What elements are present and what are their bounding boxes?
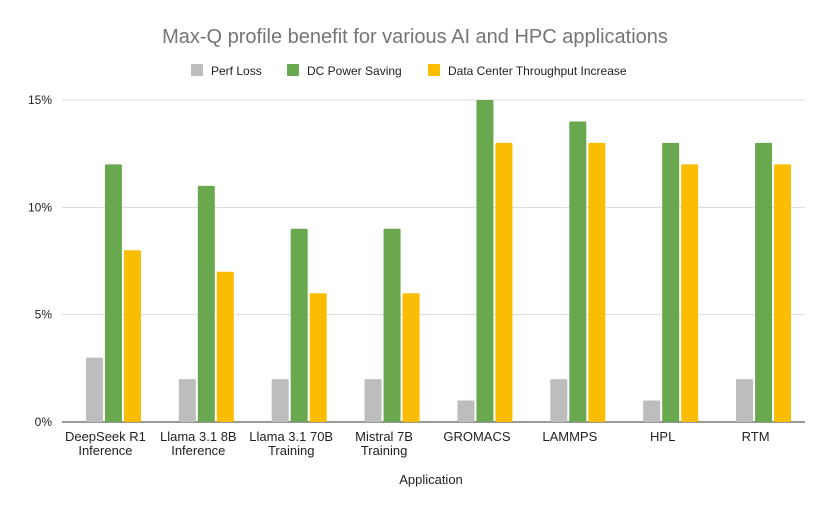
gridlines: 0% 5% 10% 15%	[28, 93, 805, 429]
x-tick-label: DeepSeek R1	[65, 429, 146, 444]
x-tick-label: GROMACS	[443, 429, 511, 444]
legend-label: Perf Loss	[211, 64, 262, 78]
bar-data-center-throughput-increase	[309, 293, 327, 422]
legend-label: DC Power Saving	[307, 64, 402, 78]
y-tick-label: 0%	[35, 415, 53, 429]
x-tick-label: Llama 3.1 70B	[249, 429, 333, 444]
x-tick-label: Training	[361, 443, 407, 458]
bar-perf-loss	[457, 400, 475, 422]
x-tick-label: RTM	[742, 429, 770, 444]
y-tick-label: 5%	[35, 308, 53, 322]
x-tick-label: Mistral 7B	[355, 429, 413, 444]
x-tick-label: HPL	[650, 429, 675, 444]
bar-data-center-throughput-increase	[681, 164, 699, 422]
bar-dc-power-saving	[662, 142, 680, 422]
x-tick-label: Training	[268, 443, 314, 458]
bar-perf-loss	[178, 379, 196, 422]
bar-data-center-throughput-increase	[123, 250, 141, 422]
x-tick-label: Inference	[78, 443, 132, 458]
bar-perf-loss	[736, 379, 754, 422]
bars	[85, 100, 792, 422]
bar-data-center-throughput-increase	[216, 271, 234, 422]
x-tick-label: LAMMPS	[542, 429, 597, 444]
y-tick-label: 15%	[28, 93, 52, 107]
bar-dc-power-saving	[197, 185, 215, 422]
y-tick-label: 10%	[28, 200, 52, 214]
bar-dc-power-saving	[755, 142, 773, 422]
bar-perf-loss	[364, 379, 382, 422]
bar-data-center-throughput-increase	[774, 164, 792, 422]
legend-swatch	[287, 64, 299, 76]
bar-dc-power-saving	[383, 228, 401, 422]
bar-dc-power-saving	[104, 164, 122, 422]
bar-data-center-throughput-increase	[588, 142, 606, 422]
bar-perf-loss	[271, 379, 289, 422]
bar-dc-power-saving	[290, 228, 308, 422]
legend: Perf Loss DC Power Saving Data Center Thro…	[191, 64, 627, 78]
bar-data-center-throughput-increase	[402, 293, 420, 422]
bar-perf-loss	[550, 379, 568, 422]
legend-swatch	[191, 64, 203, 76]
bar-dc-power-saving	[569, 121, 587, 422]
bar-perf-loss	[643, 400, 661, 422]
chart-title: Max-Q profile benefit for various AI and…	[162, 26, 668, 48]
x-tick-label: Llama 3.1 8B	[160, 429, 237, 444]
legend-swatch	[428, 64, 440, 76]
x-tick-label: Inference	[171, 443, 225, 458]
bar-dc-power-saving	[476, 100, 494, 422]
legend-label: Data Center Throughput Increase	[448, 64, 627, 78]
bar-data-center-throughput-increase	[495, 142, 513, 422]
x-axis-label: Application	[399, 472, 463, 487]
bar-perf-loss	[85, 357, 103, 422]
